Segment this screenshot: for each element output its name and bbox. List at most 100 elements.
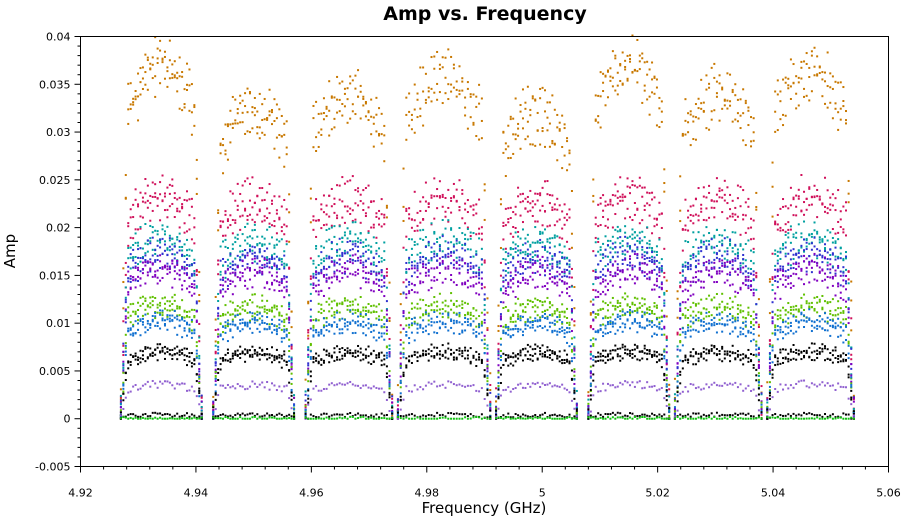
data-point <box>263 250 266 253</box>
data-point <box>268 288 271 291</box>
data-point <box>469 413 472 416</box>
data-point <box>602 278 605 281</box>
data-point <box>124 261 127 264</box>
data-point <box>190 283 193 286</box>
data-point <box>619 199 622 202</box>
data-point <box>570 190 573 193</box>
data-point <box>328 109 331 112</box>
data-point <box>325 204 328 207</box>
data-point <box>551 255 554 258</box>
data-point <box>497 325 500 328</box>
data-point <box>570 350 573 353</box>
data-point <box>178 210 181 213</box>
data-point <box>288 413 291 416</box>
data-point <box>222 413 225 416</box>
data-point <box>151 56 154 59</box>
data-point <box>251 286 254 289</box>
data-point <box>354 309 357 312</box>
data-point <box>351 248 354 251</box>
data-point <box>430 414 433 417</box>
data-point <box>416 307 419 310</box>
data-point <box>475 358 478 361</box>
data-point <box>171 76 174 79</box>
data-point <box>541 417 544 420</box>
data-point <box>458 259 461 262</box>
data-point <box>336 345 339 348</box>
data-point <box>529 189 532 192</box>
data-point <box>483 286 486 289</box>
data-point <box>241 352 244 355</box>
data-point <box>181 205 184 208</box>
data-point <box>399 379 402 382</box>
data-point <box>486 358 489 361</box>
data-point <box>222 220 225 223</box>
data-point <box>151 320 154 323</box>
data-point <box>512 278 515 281</box>
data-point <box>231 232 234 235</box>
data-point <box>251 237 254 240</box>
data-point <box>589 370 592 373</box>
data-point <box>156 230 159 233</box>
data-point <box>529 358 532 361</box>
data-point <box>343 249 346 252</box>
data-point <box>330 300 333 303</box>
data-point <box>380 318 383 321</box>
data-point <box>275 280 278 283</box>
data-point <box>447 267 450 270</box>
data-point <box>512 133 515 136</box>
data-point <box>521 200 524 203</box>
data-point <box>378 209 381 212</box>
data-point <box>563 256 566 259</box>
data-point <box>526 279 529 282</box>
data-point <box>341 255 344 258</box>
data-point <box>531 206 534 209</box>
data-point <box>480 324 483 327</box>
data-point <box>333 96 336 99</box>
data-point <box>141 354 144 357</box>
data-point <box>226 348 229 351</box>
data-point <box>475 330 478 333</box>
data-point <box>611 416 614 419</box>
data-point <box>447 357 450 360</box>
data-point <box>141 323 144 326</box>
data-point <box>519 315 522 318</box>
data-point <box>410 322 413 325</box>
data-point <box>541 255 544 258</box>
data-point <box>234 417 237 420</box>
data-point <box>309 221 312 224</box>
data-point <box>438 350 441 353</box>
data-point <box>521 279 524 282</box>
data-point <box>388 378 391 381</box>
data-point <box>317 417 320 420</box>
data-point <box>146 243 149 246</box>
data-points-layer <box>119 34 855 420</box>
data-point <box>372 280 375 283</box>
data-point <box>568 265 571 268</box>
data-point <box>504 354 507 357</box>
data-point <box>524 323 527 326</box>
data-point <box>566 213 569 216</box>
data-point <box>544 269 547 272</box>
data-point <box>244 180 247 183</box>
data-point <box>304 414 307 417</box>
data-point <box>455 356 458 359</box>
data-point <box>258 383 261 386</box>
data-point <box>219 152 222 155</box>
data-point <box>307 397 310 400</box>
data-point <box>351 209 354 212</box>
data-point <box>351 175 354 178</box>
data-point <box>183 417 186 420</box>
data-point <box>450 417 453 420</box>
data-point <box>341 253 344 256</box>
data-point <box>614 251 617 254</box>
data-point <box>315 352 318 355</box>
data-point <box>315 417 318 420</box>
data-point <box>144 299 147 302</box>
data-point <box>166 300 169 303</box>
data-point <box>149 62 152 65</box>
data-point <box>526 200 529 203</box>
data-point <box>330 226 333 229</box>
data-point <box>370 272 373 275</box>
data-point <box>546 329 549 332</box>
data-point <box>144 71 147 74</box>
